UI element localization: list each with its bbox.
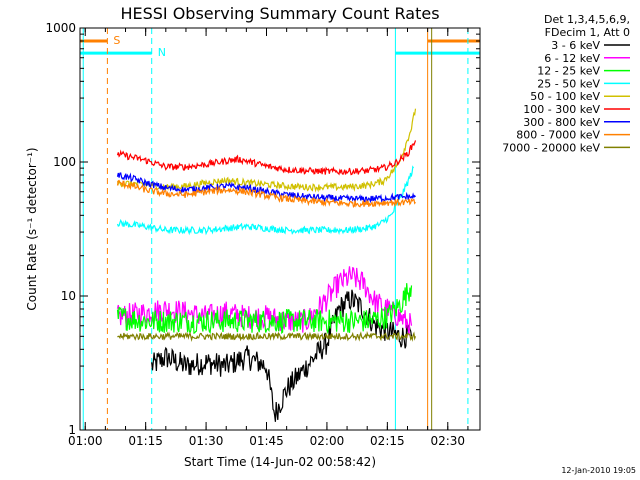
chart-title: HESSI Observing Summary Count Rates: [120, 4, 439, 23]
legend-entry-label: 3 - 6 keV: [551, 39, 600, 52]
y-tick-label: 100: [53, 155, 76, 169]
legend-entry-label: 25 - 50 keV: [537, 77, 600, 90]
axes: 01:00 01:15 01:30 01:45 02:00 02:15 02:30 1 10 10…: [45, 21, 480, 448]
legend-header-line: FDecim 1, Att 0: [545, 26, 630, 39]
series-line-50-100-kev: [116, 108, 417, 193]
x-tick-label: 01:00: [68, 434, 103, 448]
series-line-12-25-kev: [116, 283, 413, 335]
y-tick-label: 10: [61, 289, 76, 303]
series-line-25-50-kev: [116, 165, 415, 236]
x-tick-label: 02:30: [430, 434, 465, 448]
x-tick-label: 01:30: [189, 434, 224, 448]
x-tick-label: 01:45: [249, 434, 284, 448]
series-line-100-300-kev: [116, 140, 417, 176]
observing-markers: SN: [80, 34, 480, 59]
legend-entry-label: 300 - 800 keV: [523, 116, 600, 129]
marker-label-n: N: [158, 46, 166, 59]
x-tick-label: 01:15: [128, 434, 163, 448]
legend-entry-label: 12 - 25 keV: [537, 65, 600, 78]
legend-entry-label: 6 - 12 keV: [544, 52, 600, 65]
count-rate-series: [116, 108, 417, 422]
series-line-300-800-kev: [116, 172, 416, 204]
x-tick-label: 02:15: [370, 434, 405, 448]
series-line-800-7000-kev: [116, 180, 416, 208]
plot-frame: [79, 27, 481, 431]
series-line-3-6-kev: [151, 289, 413, 422]
series-line-7000-20000-kev: [117, 330, 417, 342]
y-tick-label: 1000: [45, 21, 76, 35]
legend-entry-label: 100 - 300 keV: [523, 103, 600, 116]
x-tick-label: 02:00: [310, 434, 345, 448]
footer-date: 12-Jan-2010 19:05: [561, 466, 636, 475]
x-axis-label: Start Time (14-Jun-02 00:58:42): [184, 455, 376, 469]
marker-label-s: S: [113, 34, 120, 47]
y-axis-label: Count Rate (s⁻¹ detector⁻¹): [25, 147, 39, 310]
legend-entry-label: 800 - 7000 keV: [516, 129, 600, 142]
legend-header-line: Det 1,3,4,5,6,9,: [544, 13, 630, 26]
y-tick-label: 1: [68, 423, 76, 437]
legend-entry-label: 7000 - 20000 keV: [502, 141, 600, 154]
legend-entry-label: 50 - 100 keV: [530, 90, 600, 103]
legend: Det 1,3,4,5,6,9,FDecim 1, Att 03 - 6 keV…: [502, 13, 630, 154]
